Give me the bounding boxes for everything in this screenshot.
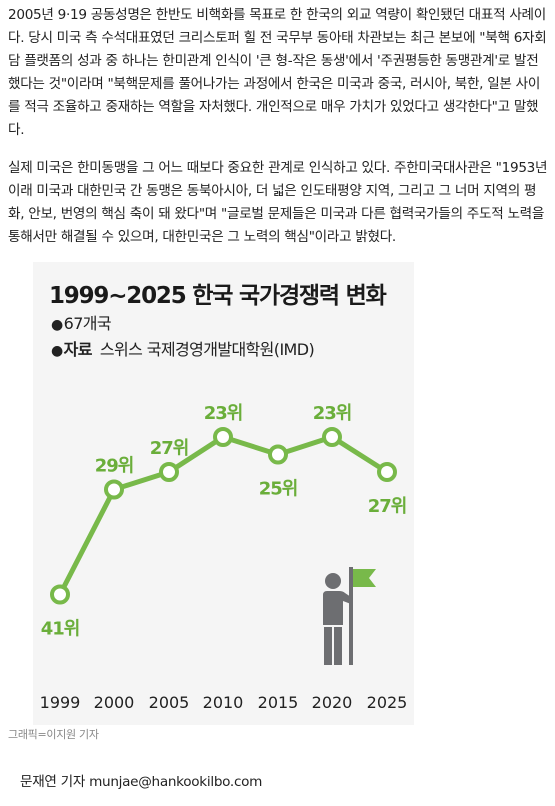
data-label: 29위 [95,456,134,477]
chart-units-note: ●67개국 [51,310,112,334]
data-label: 23위 [313,403,352,424]
data-label: 27위 [368,496,407,517]
data-point [377,462,397,482]
x-tick-label: 1999 [40,693,81,712]
chart-source: ●자료 스위스 국제경영개발대학원(IMD) [51,336,315,360]
article-body: 2005년 9·19 공동성명은 한반도 비핵화를 목표로 한 한국의 외교 역… [8,4,548,249]
x-tick-label: 2000 [94,693,135,712]
data-label: 25위 [259,479,298,500]
x-tick-label: 2020 [312,693,353,712]
x-tick-label: 2005 [149,693,190,712]
x-tick-label: 2010 [203,693,244,712]
data-point [50,584,70,605]
source-text: 스위스 국제경영개발대학원(IMD) [99,340,315,359]
x-tick-label: 2015 [258,693,299,712]
data-point [268,444,288,465]
article-paragraph: 실제 미국은 한미동맹을 그 어느 때보다 중요한 관계로 인식하고 있다. 주… [8,160,548,245]
x-tick-label: 2025 [367,693,408,712]
data-point [322,427,342,447]
bullet-icon: ● [51,317,63,333]
data-label: 23위 [204,403,243,424]
article-paragraph: 2005년 9·19 공동성명은 한반도 비핵화를 목표로 한 한국의 외교 역… [8,7,547,138]
graphic-credit: 그래픽=이지원 기자 [8,728,99,741]
units-note-text: 67개국 [63,314,112,333]
data-point [159,462,179,482]
data-point [104,479,124,500]
author-byline: 문재연 기자 munjae@hankookilbo.com [20,774,263,790]
infographic: 41위 29위 27위 23위 25위 23위 27위 1999 2000 2005 2010 20… [33,262,414,725]
source-label: 자료 [63,340,93,359]
data-label: 41위 [41,619,80,640]
person-with-flag-icon [323,567,376,665]
chart-title: 1999~2025 한국 국가경쟁력 변화 [49,283,387,309]
data-label: 27위 [150,438,189,459]
bullet-icon: ● [51,343,63,359]
data-point [213,427,233,447]
line-chart: 41위 29위 27위 23위 25위 23위 27위 1999 2000 2005 2010 20… [40,403,408,712]
